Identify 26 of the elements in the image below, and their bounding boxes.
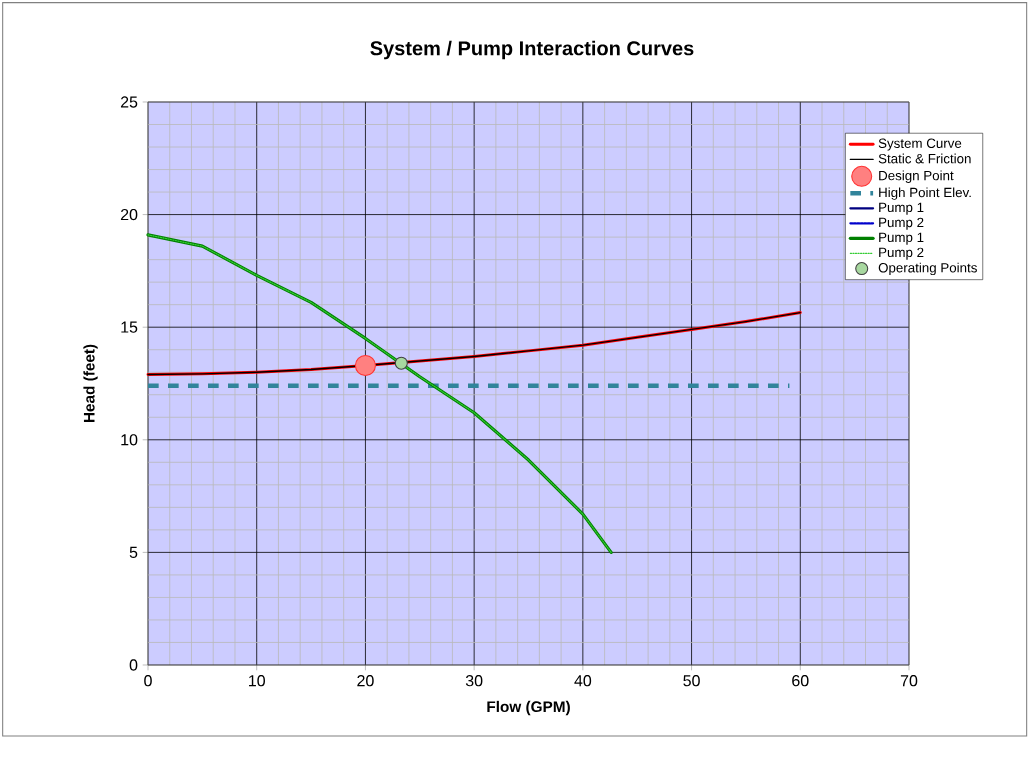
x-tick-label: 0: [144, 675, 152, 687]
y-tick-label: 25: [120, 96, 138, 108]
x-tick-label: 40: [574, 675, 592, 687]
x-tick-label: 60: [792, 675, 809, 687]
legend-label: Static & Friction: [878, 153, 971, 164]
legend-label: Pump 1: [879, 232, 924, 245]
y-tick-label: 10: [121, 434, 138, 446]
x-tick-label: 20: [357, 675, 374, 687]
y-axis-title: Head (feet): [83, 344, 98, 423]
x-tick-label: 10: [249, 675, 265, 687]
x-tick-label: 30: [465, 675, 483, 687]
y-tick-label: 0: [129, 659, 138, 671]
y-tick-label: 5: [129, 546, 138, 558]
legend-label: System Curve: [878, 138, 962, 151]
chart-title: System / Pump Interaction Curves: [370, 40, 694, 60]
y-tick-label: 15: [121, 321, 138, 333]
x-tick-label: 50: [683, 675, 700, 687]
legend-label: Pump 2: [879, 247, 924, 260]
y-tick-label: 20: [120, 208, 138, 221]
legend-label: Pump 2: [879, 217, 924, 230]
legend-label: Design Point: [879, 170, 954, 183]
x-axis-title: Flow (GPM): [487, 700, 570, 716]
legend-label: Operating Points: [878, 262, 977, 276]
legend-label: Pump 1: [879, 202, 924, 215]
x-tick-label: 70: [900, 675, 918, 687]
legend-label: High Point Elev.: [879, 187, 971, 200]
